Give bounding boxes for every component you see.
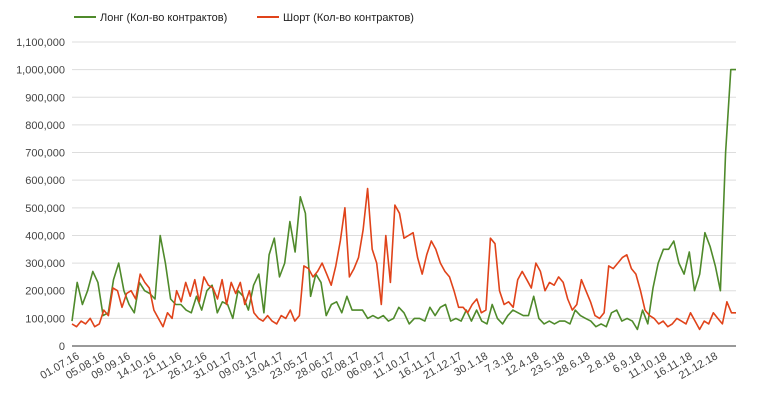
y-tick-label: 500,000 bbox=[25, 203, 65, 215]
y-tick-label: 600,000 bbox=[25, 175, 65, 187]
series-line-short bbox=[71, 187, 736, 331]
y-tick-label: 200,000 bbox=[25, 286, 65, 298]
y-tick-label: 300,000 bbox=[25, 258, 65, 270]
y-tick-label: 700,000 bbox=[25, 148, 65, 160]
y-tick-label: 0 bbox=[59, 341, 65, 353]
y-tick-label: 800,000 bbox=[25, 120, 65, 132]
y-tick-label: 100,000 bbox=[25, 313, 65, 325]
legend-label-short: Шорт (Кол-во контрактов) bbox=[283, 12, 414, 24]
series-lines bbox=[71, 68, 736, 331]
y-tick-label: 1,100,000 bbox=[16, 37, 65, 49]
legend[interactable]: Лонг (Кол-во контрактов) Шорт (Кол-во ко… bbox=[74, 12, 414, 24]
x-axis-tick-labels: 01.07.1605.08.1609.09.1614.10.1621.11.16… bbox=[38, 350, 720, 382]
y-tick-label: 400,000 bbox=[25, 230, 65, 242]
y-tick-label: 1,000,000 bbox=[16, 65, 65, 77]
y-tick-label: 900,000 bbox=[25, 92, 65, 104]
y-axis-tick-labels: 0 100,000 200,000 300,000 400,000 500,000 600,… bbox=[16, 37, 65, 353]
legend-label-long: Лонг (Кол-во контрактов) bbox=[100, 12, 227, 24]
x-tick-label: 2.8.18 bbox=[585, 350, 617, 376]
series-line-long bbox=[71, 68, 736, 331]
